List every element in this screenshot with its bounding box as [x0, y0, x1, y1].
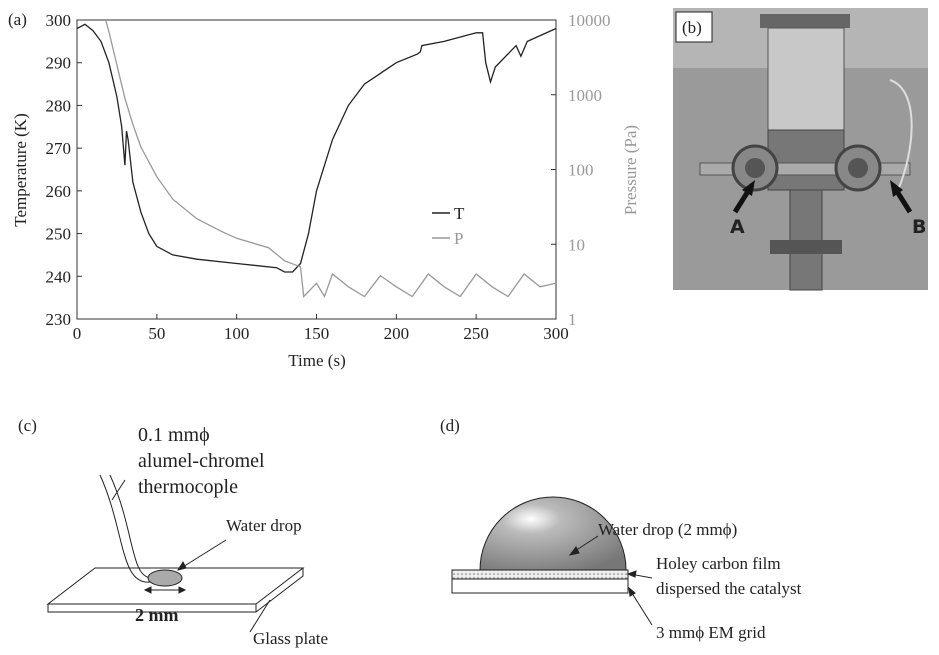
photo [673, 8, 928, 291]
x-tick-label: 50 [148, 324, 165, 343]
y2-tick-label: 100 [568, 161, 594, 180]
y-axis-label: Temperature (K) [11, 113, 30, 227]
legend-label: P [454, 229, 463, 248]
wire-label: 0.1 mmϕ [138, 424, 210, 446]
panel-label: (a) [8, 10, 27, 29]
x-tick-label: 300 [543, 324, 569, 343]
y-tick-label: 250 [46, 225, 72, 244]
x-tick-label: 200 [384, 324, 410, 343]
marker-label: A [730, 216, 745, 238]
drop-label: Water drop (2 mmϕ) [598, 520, 737, 539]
grid-label: 3 mmϕ EM grid [656, 623, 766, 642]
panel-label: (b) [682, 18, 702, 37]
x-tick-label: 250 [463, 324, 489, 343]
plot-frame [76, 19, 557, 320]
plate-label: Glass plate [253, 629, 328, 648]
series-line [76, 23, 557, 273]
marker-label: B [912, 216, 926, 238]
x-tick-label: 150 [304, 324, 330, 343]
film-label: Holey carbon film [656, 554, 781, 573]
diagram-d [451, 496, 653, 626]
y-tick-label: 290 [46, 54, 72, 73]
y-tick-label: 260 [46, 182, 72, 201]
series-line [105, 19, 557, 299]
panel-label: (c) [18, 416, 37, 435]
wire-label: alumel-chromel [138, 450, 265, 472]
legend-label: T [454, 204, 465, 223]
y2-tick-label: 10 [568, 235, 585, 254]
x-tick-label: 100 [224, 324, 250, 343]
y-tick-label: 280 [46, 96, 72, 115]
panel-label: (d) [440, 416, 460, 435]
width-label: 2 mm [135, 605, 179, 625]
wire-label: thermocople [138, 476, 238, 498]
y2-tick-label: 1 [568, 310, 577, 329]
y2-axis-label: Pressure (Pa) [621, 125, 640, 215]
x-tick-label: 0 [73, 324, 82, 343]
y-tick-label: 300 [46, 11, 72, 30]
y-tick-label: 240 [46, 267, 72, 286]
x-axis-label: Time (s) [288, 351, 345, 370]
y-tick-label: 230 [46, 310, 72, 329]
y-tick-label: 270 [46, 139, 72, 158]
drop-label: Water drop [226, 516, 302, 535]
diagram-c [46, 474, 305, 633]
y2-tick-label: 1000 [568, 86, 602, 105]
film-label: dispersed the catalyst [656, 579, 802, 598]
y2-tick-label: 10000 [568, 11, 611, 30]
